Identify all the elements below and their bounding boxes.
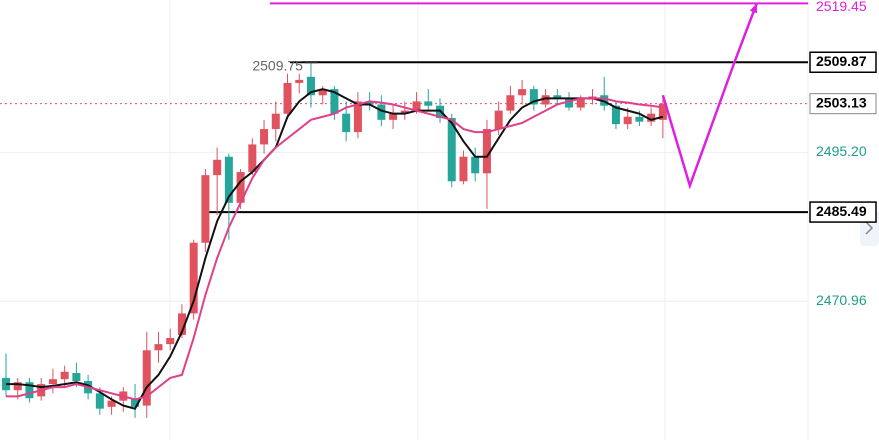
projection-path — [661, 2, 758, 190]
candle-body — [611, 105, 620, 125]
last-price-box — [809, 93, 877, 115]
candle-body — [459, 156, 468, 182]
candle-body — [565, 98, 574, 108]
high-marker-label: 2509.75 — [252, 58, 303, 74]
projection-arrowhead — [749, 3, 758, 14]
scroll-arrow — [865, 221, 874, 235]
candle-body — [471, 156, 480, 174]
level-label: 2509.87 — [816, 53, 867, 69]
candle-body — [541, 95, 550, 105]
candle-body — [236, 172, 245, 203]
candle-body — [447, 117, 456, 182]
candle-body — [166, 337, 175, 345]
candle-body — [306, 76, 315, 96]
candle-body — [506, 95, 515, 111]
candle-body — [201, 175, 210, 243]
candle-body — [365, 101, 374, 105]
candle-body — [353, 101, 362, 133]
candle-body — [60, 371, 69, 380]
candle-body — [482, 129, 491, 174]
candle-body — [330, 89, 339, 114]
level-label-box — [809, 51, 877, 74]
candle-body — [95, 393, 104, 409]
level-label: 2519.45 — [816, 0, 867, 14]
candle-body — [377, 104, 386, 120]
ma-line — [6, 88, 664, 410]
y-tick-label: 2495.20 — [816, 143, 867, 159]
candle-body — [494, 110, 503, 130]
candle-body — [13, 382, 22, 391]
last-price-label: 2503.13 — [816, 94, 867, 110]
candle-body — [576, 99, 585, 108]
ma-line — [6, 97, 664, 401]
candle-body — [260, 129, 269, 145]
candle-body — [48, 379, 57, 385]
candle-body — [342, 113, 351, 133]
level-label: 2485.49 — [816, 203, 867, 219]
candle-body — [189, 242, 198, 314]
candle-body — [213, 159, 222, 176]
candle-body — [400, 110, 409, 114]
candle-body — [107, 400, 116, 407]
candle-body — [295, 79, 304, 83]
candle-body — [518, 89, 527, 96]
candle-body — [318, 89, 327, 96]
candle-body — [131, 398, 140, 407]
candle-body — [412, 101, 421, 111]
candle-body — [389, 113, 398, 120]
candle-body — [177, 313, 186, 335]
candle-body — [142, 350, 151, 406]
candle-body — [154, 344, 163, 351]
candle-body — [635, 116, 644, 122]
candle-body — [658, 103, 667, 120]
candle-body — [248, 144, 257, 173]
y-tick-label: 2470.96 — [816, 292, 867, 308]
candle-body — [224, 156, 233, 203]
candle-body — [647, 113, 656, 122]
candle-body — [424, 101, 433, 106]
candle-body — [623, 116, 632, 125]
candle-body — [271, 113, 280, 130]
level-label-box — [809, 201, 877, 223]
candle-body — [72, 373, 81, 382]
candle-body — [553, 95, 562, 99]
candle-body — [529, 89, 538, 105]
candle-body — [283, 82, 292, 114]
candle-body — [25, 382, 34, 399]
